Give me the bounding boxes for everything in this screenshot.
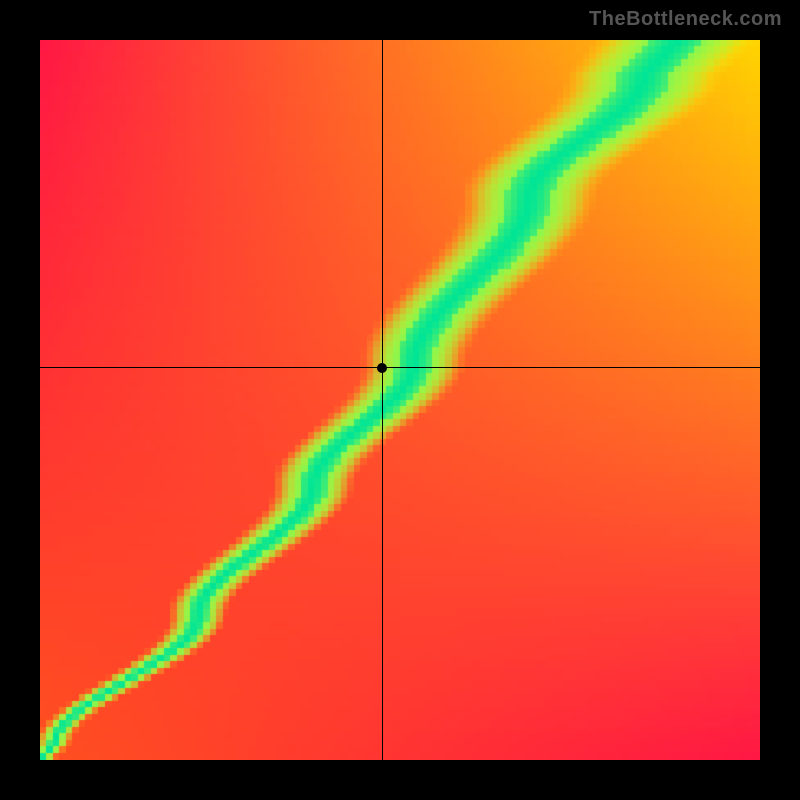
heatmap-plot	[40, 40, 760, 760]
crosshair-marker	[377, 363, 387, 373]
watermark-text: TheBottleneck.com	[589, 8, 782, 31]
crosshair-vertical	[382, 40, 383, 760]
chart-container: TheBottleneck.com	[0, 0, 800, 800]
crosshair-horizontal	[40, 367, 760, 368]
